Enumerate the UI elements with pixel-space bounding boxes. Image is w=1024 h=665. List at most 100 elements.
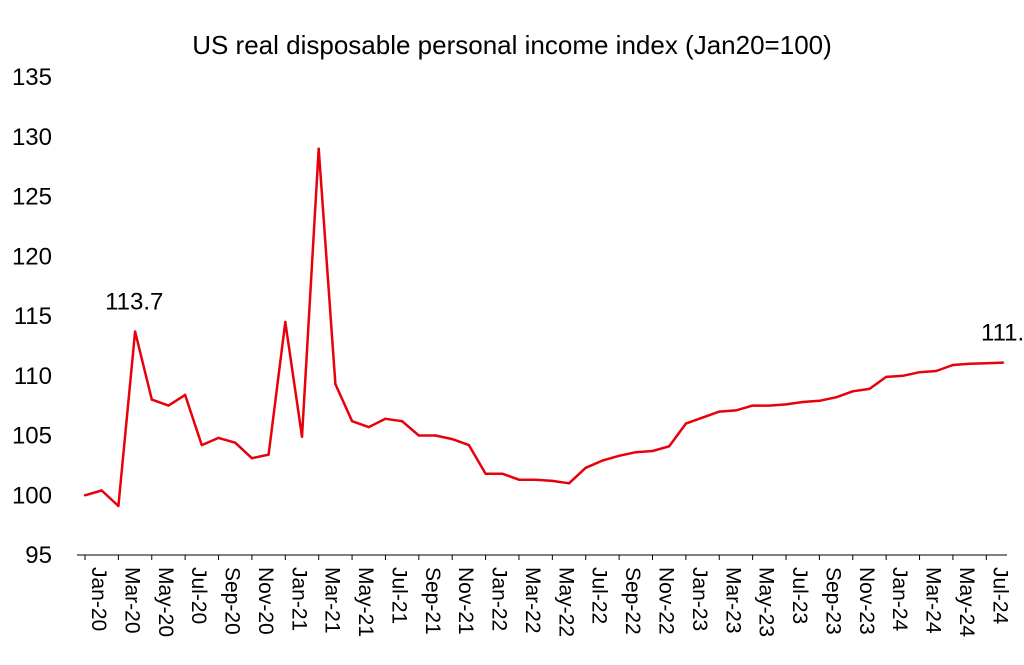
data-point xyxy=(234,441,237,444)
data-labels: 113.7 111.1 xyxy=(105,289,1024,347)
x-axis: Jan-20 Mar-20 May-20 Jul-20 Sep-20 Nov-20 Jan-… xyxy=(84,555,1011,637)
data-point xyxy=(150,398,153,401)
data-point xyxy=(384,417,387,420)
series-line xyxy=(84,147,1004,508)
y-tick-label: 130 xyxy=(12,124,52,151)
data-point xyxy=(83,494,87,497)
data-point xyxy=(567,482,571,485)
data-point xyxy=(968,362,971,365)
x-tick-label: Mar-20 xyxy=(120,567,143,634)
data-point xyxy=(300,435,304,438)
y-tick-label: 105 xyxy=(12,423,52,450)
x-tick-label: Sep-20 xyxy=(221,567,244,635)
data-point xyxy=(701,416,704,419)
data-point xyxy=(117,504,120,508)
x-tick-label: May-23 xyxy=(755,567,778,637)
data-point xyxy=(851,390,854,393)
data-point xyxy=(167,404,170,407)
data-point xyxy=(784,403,788,406)
y-tick-label: 95 xyxy=(25,542,52,569)
data-point xyxy=(100,489,103,492)
data-point xyxy=(451,437,454,441)
x-tick-label: May-22 xyxy=(554,567,577,637)
data-point xyxy=(634,451,637,454)
data-point xyxy=(200,443,204,447)
x-tick-label: May-24 xyxy=(955,567,978,637)
data-point xyxy=(133,330,137,333)
data-point xyxy=(751,404,754,407)
data-point xyxy=(350,419,354,423)
data-point xyxy=(434,434,437,437)
x-tick-label: Jul-24 xyxy=(988,567,1011,625)
data-point xyxy=(901,374,905,377)
data-point xyxy=(1001,361,1005,364)
data-point xyxy=(884,375,888,379)
x-tick-label: Sep-23 xyxy=(821,567,844,635)
data-point xyxy=(684,422,688,425)
data-point xyxy=(768,404,771,407)
x-tick-label: Nov-23 xyxy=(855,567,878,635)
data-point xyxy=(334,382,337,386)
data-label: 113.7 xyxy=(105,289,163,316)
x-tick-label: Mar-23 xyxy=(721,567,744,634)
data-point xyxy=(400,419,404,423)
data-point xyxy=(718,410,721,413)
chart-title: US real disposable personal income index… xyxy=(192,30,832,60)
x-tick-label: Jul-23 xyxy=(788,567,811,624)
data-point xyxy=(617,454,621,458)
y-tick-label: 100 xyxy=(12,482,52,509)
y-tick-label: 110 xyxy=(14,363,52,390)
y-axis: 95 100 105 110 115 120 125 130 135 xyxy=(12,64,52,569)
data-point xyxy=(651,449,654,453)
y-tick-label: 115 xyxy=(14,303,52,330)
x-tick-label: Mar-24 xyxy=(922,567,945,634)
y-tick-label: 125 xyxy=(12,184,52,211)
data-point xyxy=(951,363,955,367)
data-point xyxy=(818,399,821,403)
data-point xyxy=(551,479,554,483)
x-tick-label: Jan-24 xyxy=(888,567,911,632)
data-point xyxy=(601,459,604,462)
x-tick-label: Jul-20 xyxy=(187,567,210,624)
data-point xyxy=(868,387,871,391)
data-point xyxy=(584,466,587,469)
data-point xyxy=(517,478,521,481)
data-point xyxy=(935,369,938,373)
data-point xyxy=(467,443,471,447)
data-point xyxy=(284,320,287,324)
data-point xyxy=(317,147,320,150)
x-tick-label: Nov-21 xyxy=(454,567,477,635)
data-point xyxy=(918,370,921,374)
x-tick-label: Mar-22 xyxy=(521,567,544,634)
data-label: 111.1 xyxy=(981,320,1024,347)
data-point xyxy=(734,409,738,412)
data-point xyxy=(250,457,254,460)
x-tick-label: May-20 xyxy=(154,567,177,637)
x-tick-label: Nov-22 xyxy=(654,567,677,635)
x-tick-label: Jul-21 xyxy=(387,567,410,624)
y-tick-label: 120 xyxy=(12,243,52,270)
x-tick-label: Jan-20 xyxy=(87,567,110,631)
data-point xyxy=(667,445,671,448)
data-point xyxy=(801,400,804,404)
data-point xyxy=(834,396,838,399)
data-point xyxy=(217,436,220,440)
x-tick-label: Mar-21 xyxy=(321,567,344,634)
data-point xyxy=(183,393,187,397)
x-tick-label: Jan-21 xyxy=(287,567,310,631)
x-tick-label: Sep-22 xyxy=(621,567,644,635)
x-tick-label: Jan-23 xyxy=(688,567,711,631)
y-tick-label: 135 xyxy=(12,64,52,91)
data-point xyxy=(501,472,504,475)
data-point xyxy=(267,453,270,456)
x-tick-label: Jul-22 xyxy=(588,567,611,624)
data-point xyxy=(367,425,370,429)
data-points xyxy=(83,147,1005,508)
data-point xyxy=(484,472,487,475)
x-tick-label: Jan-22 xyxy=(488,567,511,631)
x-tick-label: May-21 xyxy=(354,567,377,637)
data-point xyxy=(534,478,537,481)
x-tick-label: Sep-21 xyxy=(421,567,444,635)
data-point xyxy=(417,434,421,437)
